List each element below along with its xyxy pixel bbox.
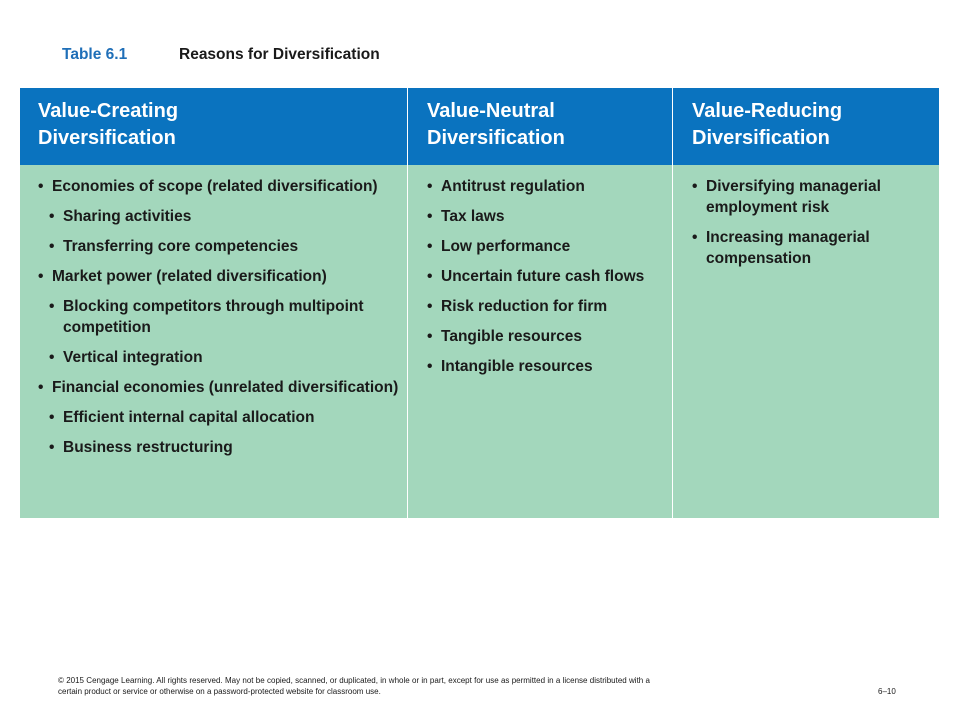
list-item: • Vertical integration — [49, 347, 399, 368]
column-value-creating: Value-Creating Diversification • Economie… — [20, 88, 408, 518]
bullet-icon: • — [692, 229, 698, 246]
column-body: • Diversifying managerial employment risk… — [673, 165, 939, 518]
list-item: • Market power (related diversification) — [38, 266, 399, 287]
list-item: • Sharing activities — [49, 206, 399, 227]
column-body: • Antitrust regulation • Tax laws • Low perfo… — [408, 165, 672, 518]
list-item-text: Financial economies (unrelated diversifi… — [52, 379, 399, 396]
bullet-icon: • — [49, 439, 55, 456]
list-item: • Increasing managerial compensation — [692, 227, 931, 269]
bullet-icon: • — [692, 178, 698, 195]
list-item-text: Efficient internal capital allocation — [63, 409, 315, 426]
heading-line: Value-Creating — [38, 100, 179, 122]
bullet-icon: • — [427, 208, 433, 225]
column-heading: Value-Neutral Diversification — [408, 88, 672, 165]
bullet-icon: • — [49, 409, 55, 426]
column-heading: Value-Creating Diversification — [20, 88, 407, 165]
list-item-text: Intangible resources — [441, 358, 593, 375]
bullet-icon: • — [427, 298, 433, 315]
diversification-table: Value-Creating Diversification • Economie… — [20, 88, 939, 518]
list-item: • Antitrust regulation — [427, 176, 664, 197]
heading-line: Value-Neutral — [427, 100, 555, 122]
list-item-text: Transferring core competencies — [63, 238, 299, 255]
heading-line: Diversification — [692, 127, 830, 149]
bullet-icon: • — [427, 268, 433, 285]
bullet-icon: • — [427, 358, 433, 375]
list-item-text: Blocking competitors through multipoint … — [63, 298, 364, 336]
list-item-text: Low performance — [441, 238, 571, 255]
bullet-icon: • — [38, 178, 44, 195]
list-item: • Uncertain future cash flows — [427, 266, 664, 287]
bullet-icon: • — [427, 178, 433, 195]
list-item: • Business restructuring — [49, 437, 399, 458]
column-body: • Economies of scope (related diversifica… — [20, 165, 407, 518]
list-item-text: Antitrust regulation — [441, 178, 585, 195]
list-item-text: Economies of scope (related diversificat… — [52, 178, 378, 195]
list-item: • Low performance — [427, 236, 664, 257]
bullet-icon: • — [49, 349, 55, 366]
page-number: 6–10 — [878, 687, 896, 696]
list-item: • Blocking competitors through multipoint… — [49, 296, 399, 338]
list-item: • Intangible resources — [427, 356, 664, 377]
list-item-text: Sharing activities — [63, 208, 192, 225]
list-item: • Risk reduction for firm — [427, 296, 664, 317]
list-item-text: Diversifying managerial employment risk — [706, 178, 881, 216]
list-item-text: Tangible resources — [441, 328, 582, 345]
table-caption: Table 6.1 Reasons for Diversification — [62, 46, 380, 64]
column-value-neutral: Value-Neutral Diversification • Antitrust… — [408, 88, 673, 518]
table-title: Reasons for Diversification — [179, 46, 380, 63]
list-item: • Diversifying managerial employment risk — [692, 176, 931, 218]
bullet-icon: • — [427, 238, 433, 255]
list-item-text: Vertical integration — [63, 349, 203, 366]
list-item: • Tax laws — [427, 206, 664, 227]
bullet-icon: • — [49, 208, 55, 225]
bullet-icon: • — [427, 328, 433, 345]
heading-line: Diversification — [427, 127, 565, 149]
column-heading: Value-Reducing Diversification — [673, 88, 939, 165]
list-item: • Efficient internal capital allocation — [49, 407, 399, 428]
list-item-text: Uncertain future cash flows — [441, 268, 645, 285]
column-value-reducing: Value-Reducing Diversification • Diversif… — [673, 88, 939, 518]
copyright-notice: © 2015 Cengage Learning. All rights rese… — [58, 676, 650, 696]
heading-line: Value-Reducing — [692, 100, 843, 122]
bullet-icon: • — [49, 238, 55, 255]
bullet-icon: • — [38, 268, 44, 285]
list-item: • Financial economies (unrelated diversif… — [38, 377, 399, 398]
list-item-text: Business restructuring — [63, 439, 233, 456]
list-item: • Tangible resources — [427, 326, 664, 347]
list-item: • Transferring core competencies — [49, 236, 399, 257]
bullet-icon: • — [38, 379, 44, 396]
list-item-text: Tax laws — [441, 208, 505, 225]
list-item-text: Market power (related diversification) — [52, 268, 327, 285]
bullet-icon: • — [49, 298, 55, 315]
list-item-text: Increasing managerial compensation — [706, 229, 870, 267]
heading-line: Diversification — [38, 127, 176, 149]
list-item-text: Risk reduction for firm — [441, 298, 608, 315]
table-number: Table 6.1 — [62, 46, 128, 63]
list-item: • Economies of scope (related diversifica… — [38, 176, 399, 197]
